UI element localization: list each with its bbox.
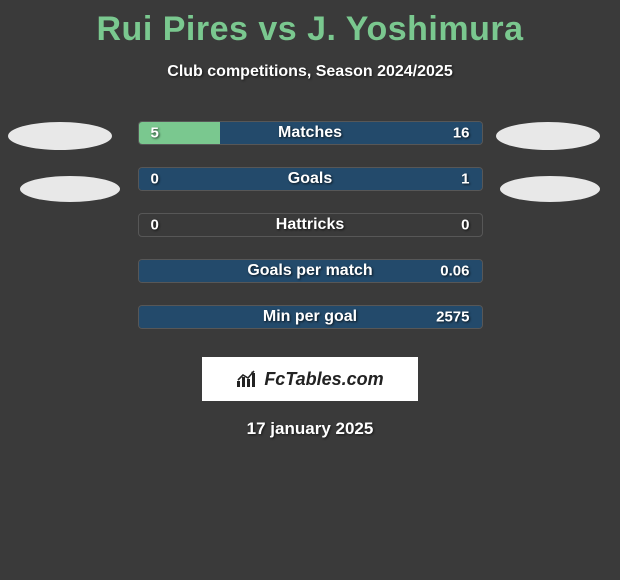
comparison-title: Rui Pires vs J. Yoshimura bbox=[0, 0, 620, 49]
stat-bar-right bbox=[220, 122, 481, 144]
stat-label: Min per goal bbox=[263, 308, 357, 326]
stat-value-right: 1 bbox=[461, 171, 469, 188]
stat-bar: 0 1 Goals bbox=[138, 167, 483, 191]
source-logo: FcTables.com bbox=[202, 357, 418, 401]
stat-value-left: 0 bbox=[151, 217, 159, 234]
stat-row: 0 0 Hattricks bbox=[0, 213, 620, 237]
stat-value-right: 2575 bbox=[436, 309, 469, 326]
stat-label: Matches bbox=[278, 124, 342, 142]
stat-value-left: 0 bbox=[151, 171, 159, 188]
stat-row: 0 1 Goals bbox=[0, 167, 620, 191]
stat-label: Hattricks bbox=[276, 216, 344, 234]
stat-bar: 0 0 Hattricks bbox=[138, 213, 483, 237]
stat-bar: 5 16 Matches bbox=[138, 121, 483, 145]
comparison-subtitle: Club competitions, Season 2024/2025 bbox=[0, 63, 620, 81]
stat-label: Goals bbox=[288, 170, 332, 188]
stat-value-right: 16 bbox=[453, 125, 470, 142]
stat-rows: 5 16 Matches 0 1 Goals 0 0 Hattricks 0.06 Goals pe… bbox=[0, 121, 620, 329]
chart-icon bbox=[236, 370, 258, 388]
stat-label: Goals per match bbox=[247, 262, 372, 280]
stat-value-right: 0.06 bbox=[440, 263, 469, 280]
logo-text: FcTables.com bbox=[264, 369, 383, 390]
snapshot-date: 17 january 2025 bbox=[0, 419, 620, 439]
stat-bar: 0.06 Goals per match bbox=[138, 259, 483, 283]
stat-row: 0.06 Goals per match bbox=[0, 259, 620, 283]
stat-bar: 2575 Min per goal bbox=[138, 305, 483, 329]
stat-row: 5 16 Matches bbox=[0, 121, 620, 145]
stat-value-right: 0 bbox=[461, 217, 469, 234]
stat-value-left: 5 bbox=[151, 125, 159, 142]
stat-row: 2575 Min per goal bbox=[0, 305, 620, 329]
